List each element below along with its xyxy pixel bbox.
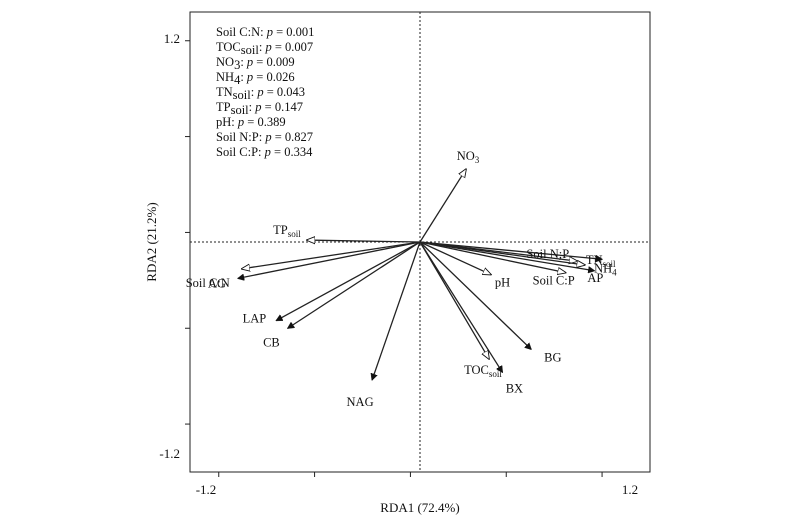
explanatory-label-no3: NO3 — [457, 149, 480, 165]
y-axis-label: RDA2 (21.2%) — [144, 202, 159, 281]
response-vector-cb — [288, 241, 421, 328]
vector-layer — [238, 169, 602, 380]
response-vector-nag — [372, 241, 421, 380]
y-tick-label-min: -1.2 — [159, 446, 180, 461]
response-label-ap: AP — [587, 271, 603, 285]
explanatory-vector-tnsoil — [419, 241, 585, 265]
stat-line-ph: pH: p = 0.389 — [216, 115, 286, 129]
response-label-bx: BX — [506, 381, 523, 395]
explanatory-label-soil-n-p: Soil N;P — [526, 247, 569, 261]
axis-ticks — [185, 40, 603, 477]
stat-line-soil-c-n: Soil C:N: p = 0.001 — [216, 25, 314, 39]
explanatory-label-soil-c-p: Soil C:P — [533, 274, 575, 288]
explanatory-label-ph: pH — [495, 276, 510, 290]
stat-line-tnsoil: TNsoil: p = 0.043 — [216, 85, 305, 102]
response-vector-ap — [419, 241, 594, 271]
response-label-cb: CB — [263, 335, 280, 349]
stat-line-soil-n-p: Soil N:P: p = 0.827 — [216, 130, 313, 144]
explanatory-label-tocsoil: TOCsoil — [464, 363, 502, 379]
response-label-bg: BG — [544, 350, 561, 364]
explanatory-vector-ph — [419, 241, 491, 275]
explanatory-vector-tpsoil — [307, 240, 421, 242]
stat-line-soil-c-p: Soil C:P: p = 0.334 — [216, 145, 313, 159]
x-tick-label-min: -1.2 — [196, 482, 217, 497]
explanatory-label-tpsoil: TPsoil — [273, 223, 301, 239]
stat-line-tpsoil: TPsoil: p = 0.147 — [216, 100, 303, 117]
explanatory-vector-no3 — [419, 169, 466, 243]
stat-line-no3: NO3: p = 0.009 — [216, 55, 295, 72]
explanatory-label-soil-c-n: Soil C:N — [186, 276, 230, 290]
response-label-lap: LAP — [243, 312, 267, 326]
response-vector-ag — [238, 241, 421, 278]
explanatory-vector-tocsoil — [419, 241, 489, 359]
y-tick-label-max: 1.2 — [164, 31, 180, 46]
response-label-nh4: NH4 — [594, 261, 617, 277]
stat-line-tocsoil: TOCsoil: p = 0.007 — [216, 40, 313, 57]
response-label-nag: NAG — [347, 395, 374, 409]
x-axis-label: RDA1 (72.4%) — [380, 500, 459, 515]
response-vector-lap — [276, 241, 421, 322]
response-label-ag: AG — [208, 276, 226, 290]
explanatory-label-tnsoil: TNsoil — [586, 253, 616, 269]
response-vector-bg — [419, 241, 531, 349]
explanatory-vector-soil-c-n — [242, 241, 421, 269]
x-tick-label-max: 1.2 — [622, 482, 638, 497]
stat-line-nh4: NH4: p = 0.026 — [216, 70, 295, 87]
explanatory-vector-soil-c-p — [419, 241, 566, 273]
